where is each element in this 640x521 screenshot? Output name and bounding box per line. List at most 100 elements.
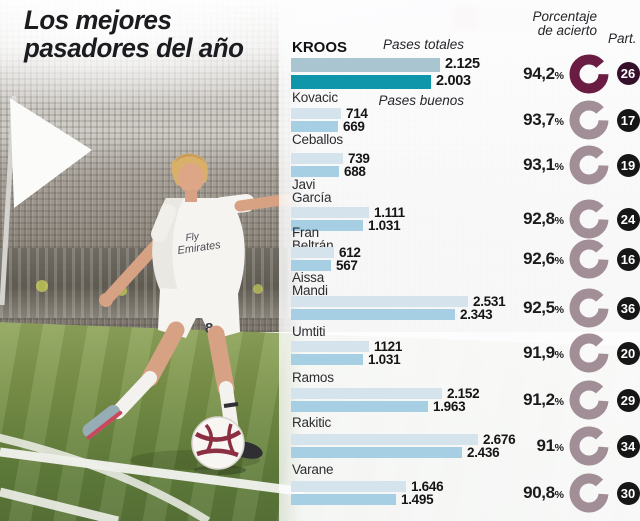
pases-totales-bar <box>291 58 440 72</box>
matches-played-badge: 17 <box>616 109 640 132</box>
accuracy-ring-icon <box>569 333 609 373</box>
accuracy-ring-icon <box>569 100 609 140</box>
pases-buenos-bar <box>291 220 363 231</box>
matches-played-badge: 26 <box>616 62 640 85</box>
pases-buenos-bar <box>291 494 396 505</box>
accuracy-percentage-value: 90,8 <box>523 483 555 502</box>
pases-buenos-value: 2.436 <box>467 444 500 460</box>
pases-buenos-value: 669 <box>343 118 365 134</box>
player-name: Rakitic <box>292 415 332 430</box>
pases-buenos-value: 2.003 <box>436 73 471 89</box>
pases-totales-bar <box>291 247 334 258</box>
column-header-part: Part. <box>608 31 637 46</box>
accuracy-percentage-value: 92,8 <box>523 209 555 228</box>
accuracy-percentage: 92,8% <box>494 208 564 232</box>
accuracy-ring-icon <box>569 239 609 279</box>
percent-sign: % <box>554 489 564 501</box>
accuracy-percentage: 94,2% <box>494 63 564 87</box>
pases-buenos-bar <box>291 309 455 320</box>
player-name: Varane <box>292 462 334 477</box>
pases-totales-value: 1.111 <box>374 204 405 220</box>
matches-played-badge: 34 <box>616 435 640 458</box>
player-figure: Fly Emirates 8 <box>82 153 292 470</box>
page-title: Los mejores pasadores del año <box>24 5 244 62</box>
pases-totales-value: 2.152 <box>447 385 480 401</box>
matches-played-badge: 30 <box>616 482 640 505</box>
legend-pases-buenos: Pases buenos <box>378 93 464 108</box>
title-line-1: Los mejores <box>24 5 172 35</box>
pases-buenos-bar <box>291 166 339 177</box>
percent-sign: % <box>554 255 564 267</box>
player-name: Javi <box>292 177 316 192</box>
accuracy-percentage: 91% <box>494 435 564 459</box>
pases-totales-value: 612 <box>339 244 361 260</box>
player-name: KROOS <box>292 39 348 56</box>
percent-sign: % <box>554 215 564 227</box>
pases-buenos-bar <box>291 260 331 271</box>
soccer-ball-icon <box>191 416 246 475</box>
pases-buenos-bar <box>291 75 431 89</box>
accuracy-percentage-value: 91,2 <box>523 390 555 409</box>
pases-totales-bar <box>291 296 468 307</box>
percent-sign: % <box>554 442 564 454</box>
percent-sign: % <box>554 304 564 316</box>
accuracy-percentage-value: 93,7 <box>523 110 555 129</box>
player-name: García <box>292 190 332 205</box>
accuracy-percentage-value: 91 <box>536 436 556 455</box>
accuracy-percentage: 93,7% <box>494 109 564 133</box>
accuracy-ring-icon <box>569 288 609 328</box>
pases-buenos-value: 1.031 <box>368 351 401 367</box>
title-wash-overlay <box>0 0 330 105</box>
player-name: Mandi <box>292 283 328 298</box>
pases-totales-value: 2.125 <box>445 56 480 72</box>
pases-totales-bar <box>291 153 343 164</box>
percent-sign: % <box>554 161 564 173</box>
pases-buenos-bar <box>291 121 338 132</box>
pases-buenos-value: 567 <box>336 257 358 273</box>
legend-pases-totales: Pases totales <box>382 37 464 52</box>
pases-totales-value: 1.646 <box>411 478 444 494</box>
percent-sign: % <box>554 116 564 128</box>
pases-buenos-value: 2.343 <box>460 306 493 322</box>
percent-sign: % <box>554 349 564 361</box>
pases-totales-value: 2.676 <box>483 431 516 447</box>
accuracy-ring-icon <box>569 380 609 420</box>
player-name: Kovacic <box>292 90 338 105</box>
pitch-lines <box>0 433 306 521</box>
pases-buenos-value: 688 <box>344 163 366 179</box>
accuracy-percentage-value: 94,2 <box>523 63 555 83</box>
percent-sign: % <box>554 69 564 82</box>
percent-sign: % <box>554 396 564 408</box>
accuracy-ring-icon <box>569 426 609 466</box>
accuracy-percentage: 91,9% <box>494 342 564 366</box>
pases-totales-value: 714 <box>346 105 368 121</box>
pases-buenos-value: 1.963 <box>433 398 466 414</box>
pases-totales-bar <box>291 108 341 119</box>
accuracy-percentage: 92,6% <box>494 248 564 272</box>
accuracy-ring-icon <box>569 54 609 93</box>
pases-buenos-value: 1.495 <box>401 491 434 507</box>
matches-played-badge: 16 <box>616 248 640 271</box>
pases-buenos-bar <box>291 401 428 412</box>
pases-totales-value: 739 <box>348 150 370 166</box>
pases-totales-value: 1121 <box>374 338 403 354</box>
matches-played-badge: 36 <box>616 297 640 320</box>
accuracy-ring-icon <box>569 473 609 513</box>
accuracy-percentage: 93,1% <box>494 154 564 178</box>
matches-played-badge: 19 <box>616 154 640 177</box>
accuracy-percentage-value: 92,5 <box>523 298 555 317</box>
jersey-sponsor-text: Fly <box>185 231 201 244</box>
accuracy-percentage-value: 91,9 <box>523 343 555 362</box>
